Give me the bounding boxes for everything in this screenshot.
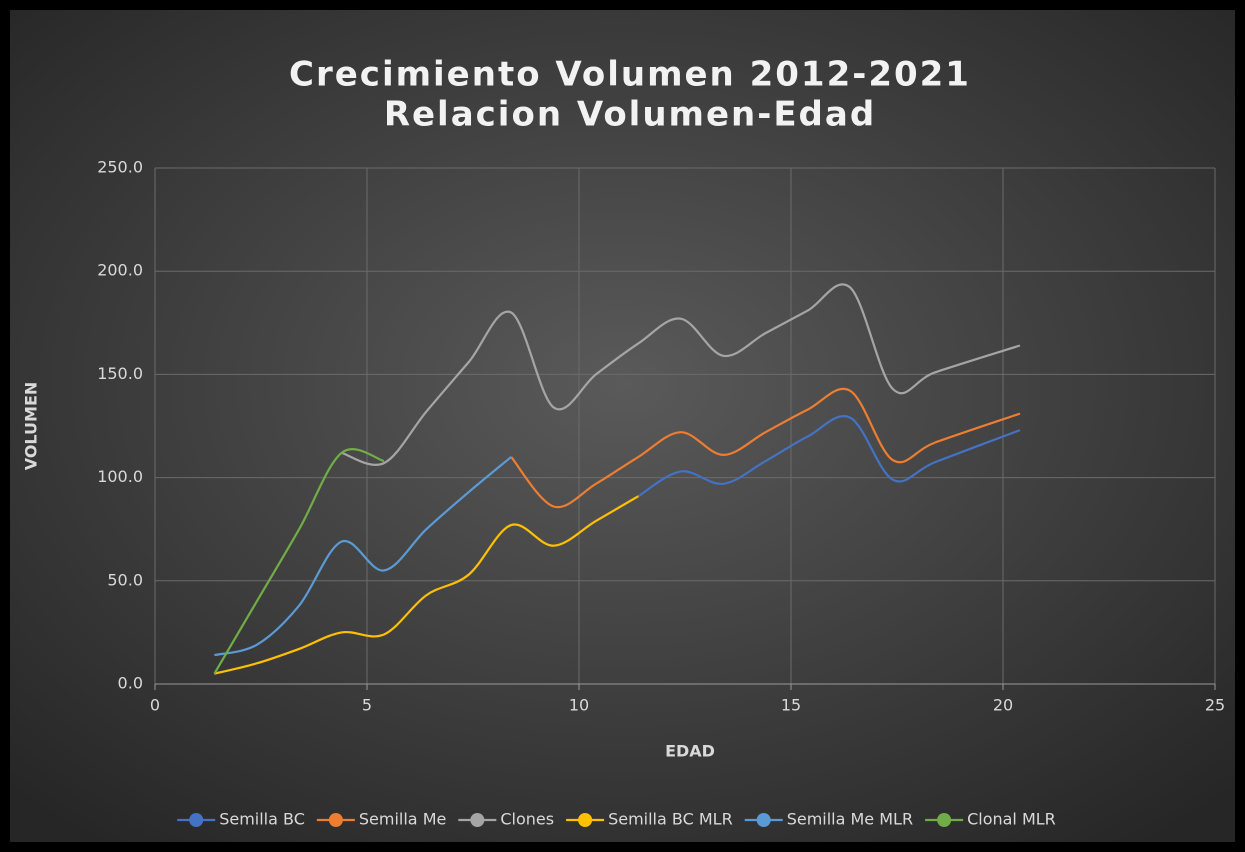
legend-marker bbox=[328, 813, 343, 827]
legend-label: Semilla BC MLR bbox=[608, 810, 733, 829]
x-tick-label: 5 bbox=[362, 696, 372, 715]
legend-label: Clones bbox=[500, 810, 554, 829]
x-tick-label: 0 bbox=[150, 696, 160, 715]
legend-label: Semilla Me bbox=[359, 810, 446, 829]
chart-title: Relacion Volumen-Edad bbox=[384, 95, 876, 135]
chart-background bbox=[10, 10, 1235, 842]
legend-marker bbox=[578, 813, 593, 827]
x-tick-label: 10 bbox=[569, 696, 589, 715]
y-tick-label: 200.0 bbox=[97, 261, 143, 280]
y-tick-label: 100.0 bbox=[97, 467, 143, 486]
legend-marker bbox=[756, 813, 771, 827]
chart-title: Crecimiento Volumen 2012-2021 bbox=[289, 55, 971, 95]
legend-marker bbox=[189, 813, 204, 827]
series-line bbox=[510, 387, 1021, 509]
legend-marker bbox=[937, 813, 952, 827]
x-tick-label: 15 bbox=[781, 696, 801, 715]
y-tick-label: 150.0 bbox=[97, 364, 143, 383]
legend-label: Semilla Me MLR bbox=[787, 810, 913, 829]
series-line bbox=[214, 495, 639, 675]
series-line bbox=[341, 283, 1021, 466]
x-tick-label: 25 bbox=[1205, 696, 1225, 715]
y-axis-title: VOLUMEN bbox=[22, 382, 41, 471]
y-tick-label: 50.0 bbox=[107, 570, 143, 589]
y-tick-label: 250.0 bbox=[97, 158, 143, 177]
y-tick-label: 0.0 bbox=[118, 674, 143, 693]
series-line bbox=[637, 415, 1021, 498]
legend-label: Semilla BC bbox=[219, 810, 305, 829]
series-line bbox=[213, 448, 385, 675]
x-axis-title: EDAD bbox=[665, 742, 715, 761]
legend-label: Clonal MLR bbox=[967, 810, 1056, 829]
series-line bbox=[214, 456, 512, 657]
legend-marker bbox=[470, 813, 485, 827]
x-tick-label: 20 bbox=[993, 696, 1013, 715]
